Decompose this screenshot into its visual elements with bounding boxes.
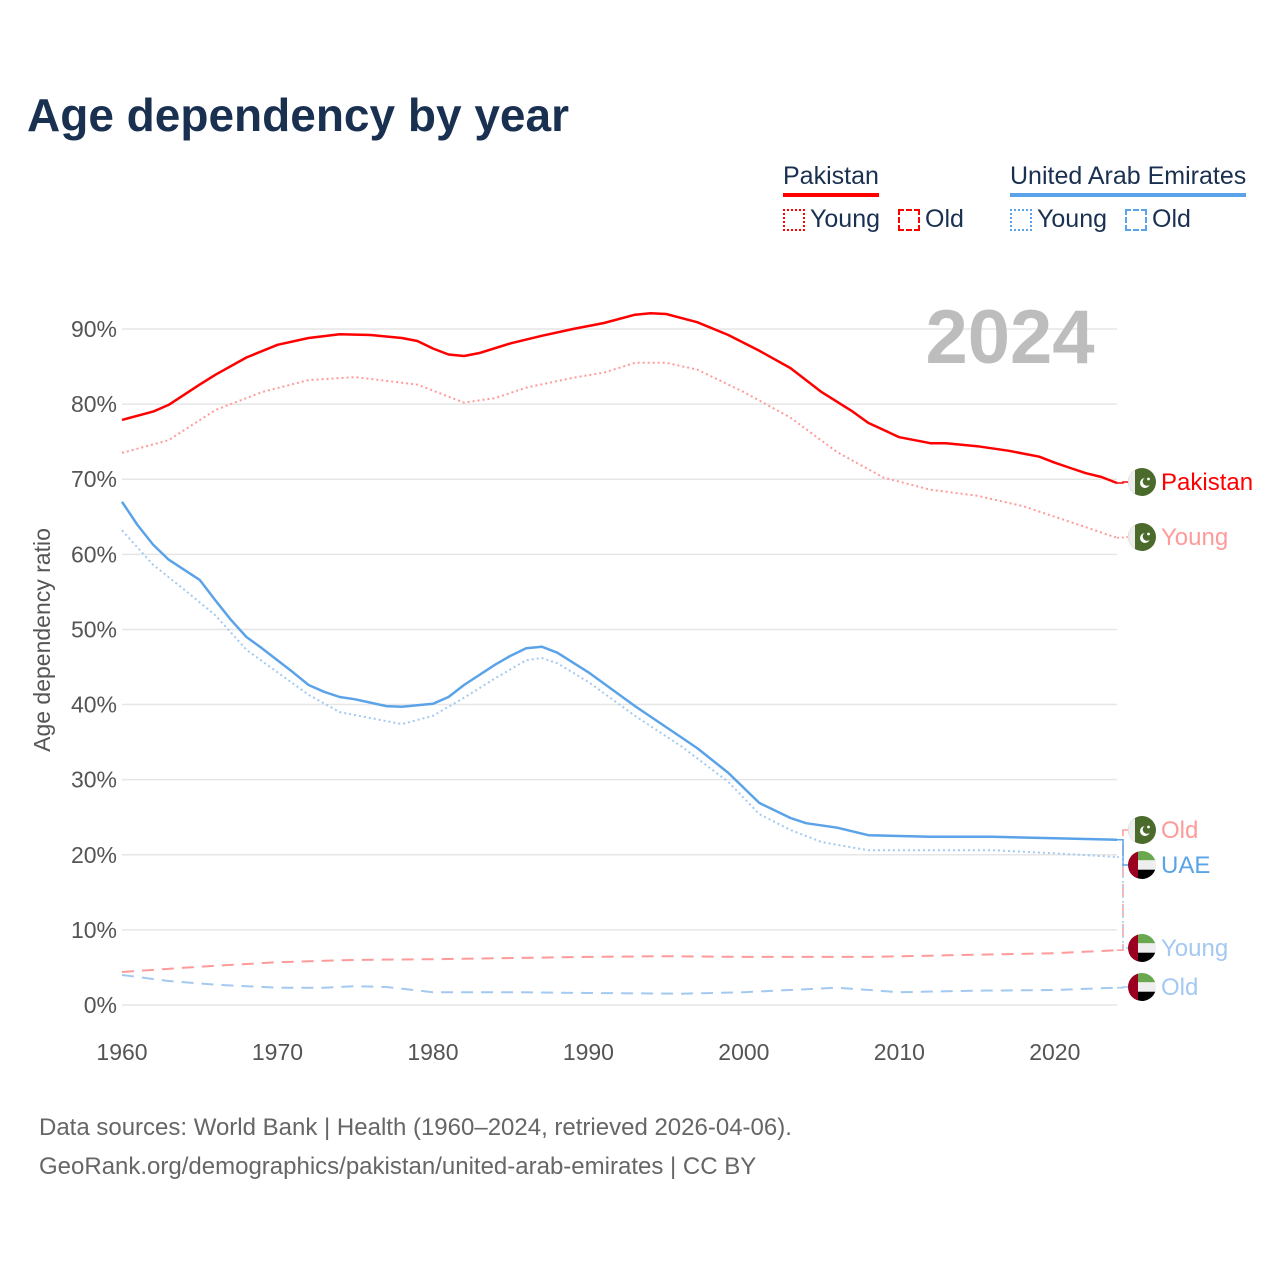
y-tick-label: 40% <box>71 692 117 718</box>
x-tick-label: 2020 <box>1029 1039 1080 1065</box>
x-tick-label: 1980 <box>407 1039 458 1065</box>
x-tick-label: 1990 <box>563 1039 614 1065</box>
label-connector <box>1117 839 1130 866</box>
legend-country-uae[interactable]: United Arab Emirates <box>1010 162 1247 197</box>
series-line-uae-old <box>121 974 1118 995</box>
label-connector <box>1117 481 1130 484</box>
y-tick-label: 50% <box>71 616 117 642</box>
legend-country-pakistan[interactable]: Pakistan <box>783 162 879 197</box>
legend-item-uae-old[interactable]: Old <box>1125 205 1191 234</box>
dotted-swatch-icon <box>1010 208 1032 231</box>
series-line-uae <box>120 501 1118 842</box>
end-label: Pakistan <box>1161 469 1253 496</box>
legend-label: Old <box>925 205 964 233</box>
y-tick-label: 80% <box>71 391 117 417</box>
legend-pakistan[interactable]: Pakistan Young Old <box>783 162 964 234</box>
end-label: Young <box>1161 524 1228 551</box>
series-line-pakistan <box>121 311 1118 485</box>
y-tick-label: 0% <box>84 992 117 1018</box>
pakistan-flag-icon <box>1128 468 1156 496</box>
series-line-pakistan-young <box>121 361 1118 539</box>
legend-item-pakistan-old[interactable]: Old <box>898 205 964 234</box>
y-axis-label: Age dependency ratio <box>29 528 55 752</box>
end-label: Young <box>1161 935 1228 962</box>
pakistan-flag-icon <box>1128 523 1156 551</box>
series-line-uae-young <box>121 529 1118 858</box>
legend-item-pakistan-young[interactable]: Young <box>783 205 880 234</box>
series-line-pakistan-old <box>121 949 1118 973</box>
x-tick-label: 1960 <box>96 1039 147 1065</box>
legend-label: Young <box>810 205 880 233</box>
y-tick-label: 70% <box>71 466 117 492</box>
label-connector <box>1117 856 1130 949</box>
x-tick-label: 2000 <box>718 1039 769 1065</box>
y-tick-label: 30% <box>71 767 117 793</box>
footer: Data sources: World Bank | Health (1960–… <box>39 1108 792 1186</box>
end-label: Old <box>1161 817 1198 844</box>
legend-uae[interactable]: United Arab Emirates Young Old <box>1010 162 1247 234</box>
source-url[interactable]: GeoRank.org/demographics/pakistan/united… <box>39 1153 757 1180</box>
pakistan-flag-icon <box>1128 816 1156 844</box>
y-tick-label: 20% <box>71 842 117 868</box>
y-tick-label: 10% <box>71 917 117 943</box>
dashed-swatch-icon <box>1125 208 1147 231</box>
dashed-swatch-icon <box>898 208 920 231</box>
end-label: Old <box>1161 974 1198 1001</box>
end-label: UAE <box>1161 852 1210 879</box>
chart-title: Age dependency by year <box>27 89 569 141</box>
legend-item-uae-young[interactable]: Young <box>1010 205 1107 234</box>
y-tick-label: 60% <box>71 541 117 567</box>
dotted-swatch-icon <box>783 208 805 231</box>
legend-label: Young <box>1037 205 1107 233</box>
x-tick-label: 2010 <box>874 1039 925 1065</box>
x-tick-label: 1970 <box>252 1039 303 1065</box>
label-connector <box>1117 829 1130 951</box>
legend-label: Old <box>1152 205 1191 233</box>
uae-flag-icon <box>1128 973 1156 1001</box>
year-label: 2024 <box>925 295 1094 380</box>
uae-flag-icon <box>1128 851 1156 879</box>
data-sources: Data sources: World Bank | Health (1960–… <box>39 1114 792 1141</box>
label-connector <box>1117 986 1130 989</box>
label-connector <box>1117 536 1130 539</box>
uae-flag-icon <box>1128 934 1156 962</box>
y-tick-label: 90% <box>71 316 117 342</box>
